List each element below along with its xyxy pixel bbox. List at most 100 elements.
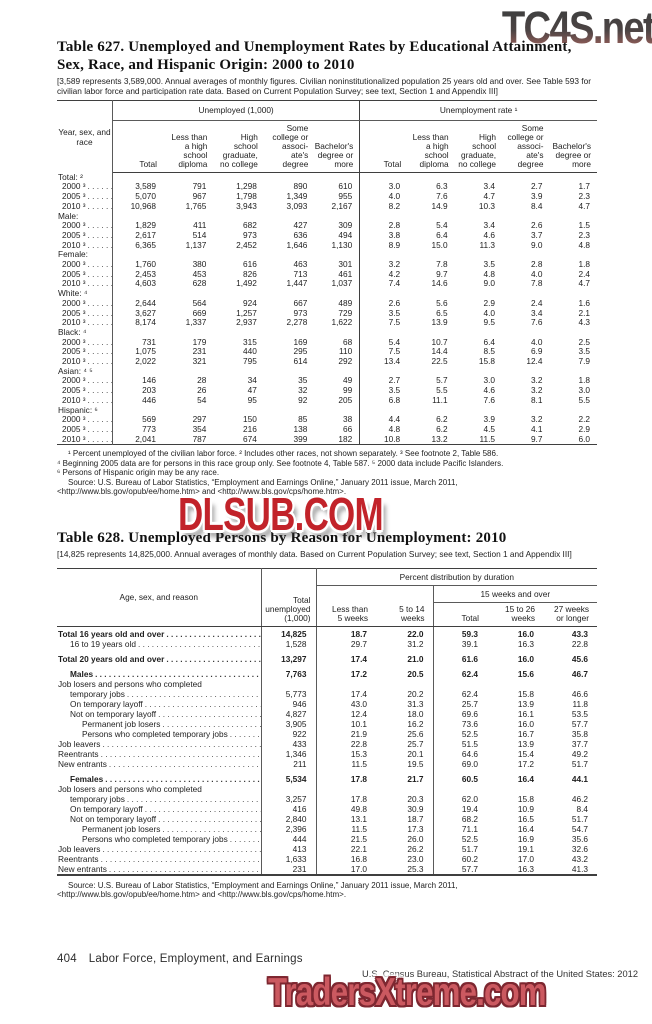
cell: 59.3 [461,628,478,639]
section-row: White: ⁴ [57,288,597,299]
cell: 5.5 [436,385,448,396]
row-label: 2005 ³ [57,385,113,396]
cell: 68.2 [461,813,478,824]
cell: 26.2 [376,843,434,854]
cell: 14.9 [431,200,448,211]
cell: 17.2 [350,668,367,679]
cell: 66 [343,423,353,434]
stub-header: Age, sex, and reason [57,568,262,627]
row-label: 2005 ³ [57,230,113,241]
cell: 610 [338,181,353,192]
cell: 4.7 [578,278,590,289]
cell: 3.5 [483,259,496,270]
cell: 2.8 [359,220,408,231]
cell: 3.4 [483,181,496,192]
cell: 6.3 [436,181,448,192]
cell: 182 [338,433,353,444]
cell: 4.0 [359,191,408,202]
table-row: 2000 ³ 731 179 315 169 68 5.4 10.7 6.4 4.0 2.5 [57,336,597,348]
cell: 301 [338,259,353,270]
dot-leader [127,689,261,699]
cell: 5.4 [436,220,448,231]
cell: 7.8 [530,278,543,289]
cell: 9.5 [483,317,496,328]
cell [502,328,549,338]
cell: 16.9 [517,833,534,844]
cell: 92 [298,394,308,405]
total-unemployed-header: Total unemployed (1,000) [261,568,317,627]
cell: 4.7 [578,200,590,211]
cell [502,367,549,377]
table-row: 2005 ³ 5,070 967 1,798 1,349 955 4.0 7.6 4.7 3.9 2… [57,191,597,202]
cell: 636 [293,229,308,240]
cell: 444 [261,833,317,844]
row-label-text: Total 16 years old and over [58,628,165,639]
row-label-text: 2005 ³ [62,385,86,396]
cell: 150 [243,414,257,425]
cell: 3.2 [530,385,543,396]
cell: 12.4 [526,356,543,367]
cell: 10.1 [350,718,367,729]
section-row: Asian: ⁴ ⁵ [57,366,597,377]
cell: 2,278 [286,317,308,328]
cell: 57.7 [571,718,589,729]
section-row: Hispanic: ⁶ [57,405,597,416]
cell: 13.9 [517,698,534,709]
cell: 1,765 [185,200,207,211]
cell: 16.1 [517,708,534,719]
dot-leader [88,202,112,212]
cell: 791 [192,181,207,192]
table-row: Permanent job losers 2,396 11.5 17.3 71.1 16.… [57,823,597,834]
cell: 433 [261,738,317,749]
cell: 47 [247,385,257,396]
cell: 73.6 [461,718,478,729]
row-label: 2010 ³ [57,356,113,367]
table-row: Reentrants 1,633 16.8 23.0 60.2 17.0 43.2 [57,853,597,864]
cell: 3.0 [578,385,590,396]
cell [359,172,408,183]
cell: 1.6 [578,297,590,308]
cell: 628 [192,278,207,289]
cell: 3,589 [135,181,156,192]
cell: 787 [192,433,207,444]
cell: 2,644 [135,297,156,308]
cell: 1,137 [185,239,207,250]
cell: 292 [338,356,353,367]
cell: 18.0 [376,708,434,719]
table-row: 2005 ³ 2,453 453 826 713 461 4.2 9.7 4.8 4.0 2.4 [57,269,597,280]
col-header: 15 to 26 weeks [487,602,543,627]
cell: 1,130 [331,239,353,250]
table-row: 2010 ³ 4,603 628 1,492 1,447 1,037 7.4 14.6 9.0 7… [57,278,597,290]
row-label-text: Persons who completed temporary jobs [82,833,228,844]
cell: 955 [338,191,353,202]
table-628-note: [14,825 represents 14,825,000. Annual av… [57,549,572,560]
cell: 7.4 [359,279,408,290]
table-627-source: Source: U.S. Bureau of Labor Statistics,… [57,478,597,497]
cell: 20.1 [376,748,434,759]
row-label: Asian: ⁴ ⁵ [57,366,113,377]
cell: 7.6 [483,394,496,405]
row-label: Males [57,663,262,679]
cell: 729 [338,307,353,318]
cell: 1,798 [236,191,257,202]
row-label-text: 2000 ³ [62,336,86,347]
table-627-note: [3,589 represents 3,589,000. Annual aver… [57,76,591,96]
cell: 2.8 [530,259,543,270]
table-row: Not on temporary layoff 2,840 13.1 18.7 68.2… [57,813,597,824]
cell [543,679,597,689]
cell: 11.8 [572,698,589,709]
cell: 179 [192,336,207,347]
cell: 1,528 [261,638,317,649]
cell: 2.9 [483,297,496,308]
col-header: Less than a high school diploma [162,120,214,174]
row-label: Not on temporary layoff [57,708,262,719]
section-row: Total: ² [57,172,597,183]
row-label: 2000 ³ [57,220,113,231]
cell: 54.7 [571,823,589,834]
cell: 15.0 [431,239,448,250]
col-header: High school graduate, no college [454,120,503,174]
table-row: 16 to 19 years old 1,528 29.7 31.2 39.1 16.3 2… [57,638,597,649]
row-label: temporary jobs [57,688,262,699]
cell: 17.4 [350,653,367,664]
cell: 514 [192,229,207,240]
